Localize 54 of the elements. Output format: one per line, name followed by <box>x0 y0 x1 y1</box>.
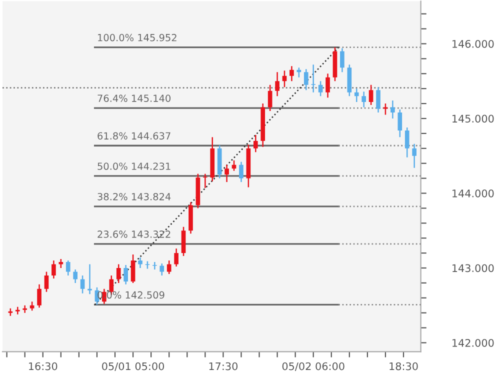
annotation: 23.6% 143.322 <box>98 230 170 238</box>
annotation: 76.4% 145.140 <box>98 94 171 102</box>
candlestick <box>52 260 56 280</box>
candlestick <box>304 68 308 91</box>
candlestick <box>362 90 366 108</box>
candlestick <box>124 264 128 286</box>
candlestick <box>166 260 172 275</box>
x-tick-label: 17:30 <box>209 362 238 370</box>
candlestick <box>268 84 272 112</box>
candlestick <box>15 306 20 315</box>
y-tick-label: 144.000 <box>452 189 494 198</box>
candlestick <box>239 161 244 183</box>
candlestick <box>73 268 78 284</box>
candlestick <box>66 260 70 276</box>
candlestick <box>290 66 294 82</box>
candlestick <box>376 86 380 114</box>
candlestick <box>22 304 28 314</box>
candlestick <box>152 261 157 270</box>
candlestick <box>326 73 330 98</box>
candlestick <box>275 72 280 97</box>
annotation: 100.0% 145.952 <box>98 34 176 42</box>
candlestick <box>354 88 359 103</box>
x-tick-label: 18:30 <box>390 362 418 370</box>
x-tick-label: 05/01 05:00 <box>102 362 164 372</box>
candlestick <box>174 248 178 268</box>
candlestick <box>88 264 92 295</box>
annotation: 50.0% 144.231 <box>98 162 170 170</box>
candlestick <box>368 84 374 106</box>
x-tick-label: 05/02 06:00 <box>282 362 344 372</box>
candlestick <box>318 80 323 97</box>
annotation: 61.8% 144.637 <box>98 132 170 140</box>
y-tick-label: 145.000 <box>452 114 494 123</box>
y-tick-label: 143.000 <box>452 264 494 272</box>
candlestick <box>44 271 49 293</box>
y-tick-label: 146.000 <box>452 40 494 48</box>
candlestick <box>181 226 186 257</box>
candlestick <box>340 48 344 73</box>
annotation: 38.2% 143.824 <box>98 192 171 200</box>
candlestick <box>138 256 142 269</box>
candlestick <box>404 126 410 158</box>
y-tick-label: 142.000 <box>452 338 494 347</box>
candlestick <box>253 134 258 153</box>
candlestick <box>80 274 85 294</box>
candlestick <box>160 262 164 276</box>
x-tick-label: 16:30 <box>29 362 58 370</box>
candlestick <box>390 100 395 120</box>
candlestick <box>37 284 42 308</box>
candlestick <box>412 143 416 168</box>
candlestick <box>116 264 121 284</box>
candlestick <box>383 102 388 116</box>
candlestick <box>398 108 402 138</box>
candlestick <box>130 254 136 284</box>
candlestick <box>224 164 229 183</box>
candlestick <box>311 64 316 93</box>
